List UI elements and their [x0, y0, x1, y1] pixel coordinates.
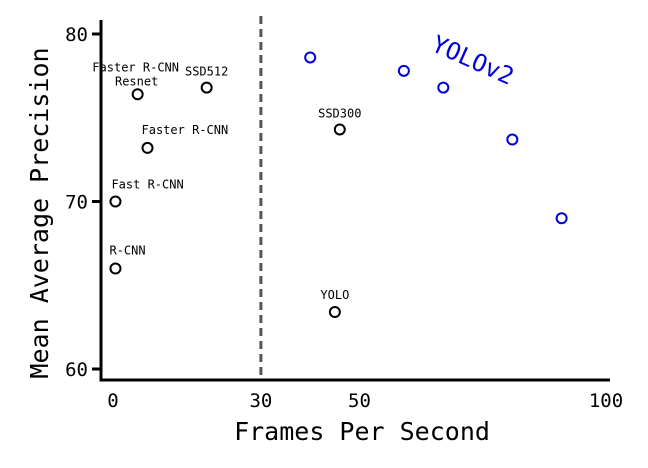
axes: 60 70 80 0 30 50 100 [65, 16, 623, 412]
point-label: Faster R-CNN [142, 123, 229, 137]
data-point [109, 195, 122, 208]
data-point [437, 81, 450, 94]
point-label: Faster R-CNN [92, 60, 179, 74]
data-point [506, 133, 519, 146]
data-point [397, 64, 410, 77]
data-point [333, 123, 346, 136]
y-tick-label: 80 [65, 24, 88, 46]
y-tick-label: 70 [65, 192, 88, 214]
point-label: SSD512 [185, 65, 228, 79]
x-axis-title: Frames Per Second [234, 417, 490, 446]
x-tick-label: 100 [589, 390, 623, 412]
data-point [131, 88, 144, 101]
data-point [141, 141, 154, 154]
point-label: Resnet [115, 74, 158, 88]
x-tick-label: 30 [249, 390, 272, 412]
point-label: R-CNN [109, 244, 145, 258]
data-point [200, 81, 213, 94]
data-point [304, 51, 317, 64]
data-point [555, 212, 568, 225]
point-label: Fast R-CNN [111, 178, 183, 192]
data-point [109, 262, 122, 275]
y-axis-title: Mean Average Precision [25, 47, 54, 378]
x-tick-label: 50 [348, 390, 371, 412]
x-tick-label: 0 [107, 390, 118, 412]
y-tick-label: 60 [65, 359, 88, 381]
data-point [328, 306, 341, 319]
point-label: YOLO [320, 288, 349, 302]
point-label: SSD300 [318, 106, 361, 120]
series-label: YOLOv2 [428, 30, 519, 91]
